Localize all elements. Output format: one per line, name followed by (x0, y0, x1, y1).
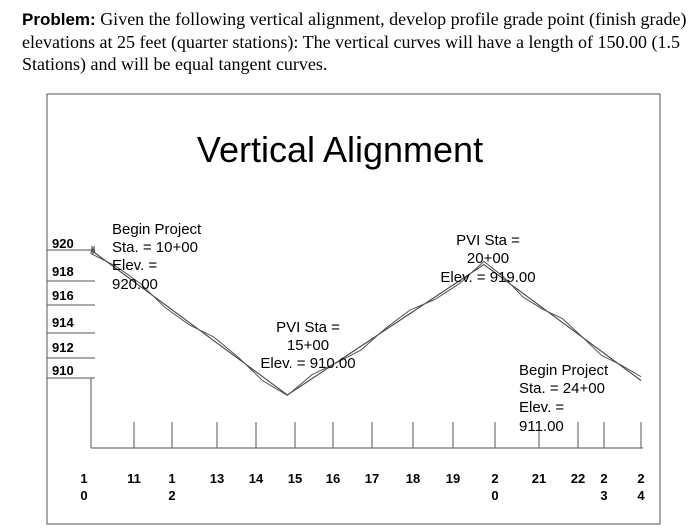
x-tick-label: 1 (80, 471, 87, 486)
pvi-15-label: PVI Sta = (276, 319, 340, 336)
x-tick-label: 2 (491, 471, 498, 486)
end-project-elev-value: 911.00 (519, 418, 564, 435)
x-tick-label: 0 (491, 488, 498, 503)
end-project-station: Sta. = 24+00 (519, 380, 605, 397)
x-tick-label: 2 (600, 471, 607, 486)
y-tick-label: 916 (52, 288, 74, 303)
problem-lead: Problem: (22, 10, 96, 29)
x-tick-label: 4 (637, 488, 645, 503)
problem-text: Given the following vertical alignment, … (22, 9, 687, 74)
x-tick-label: 3 (600, 488, 607, 503)
end-project-elev-label: Elev. = (519, 399, 564, 416)
x-tick-label: 2 (168, 488, 175, 503)
y-tick-label: 920 (52, 236, 74, 251)
figure-title: Vertical Alignment (197, 129, 483, 170)
end-project-label: Begin Project (519, 362, 609, 379)
figure-frame (46, 93, 661, 525)
sketched-profile-line (90, 246, 642, 397)
x-tick-label: 19 (446, 471, 460, 486)
y-tick-label: 914 (52, 315, 74, 330)
x-tick-label: 16 (326, 471, 340, 486)
y-tick-label: 912 (52, 340, 74, 355)
pvi-20-label: PVI Sta = (456, 232, 520, 249)
begin-project-station: Sta. = 10+00 (112, 239, 198, 256)
pvi-20-elev: Elev. = 919.00 (440, 269, 535, 286)
x-tick-label: 17 (365, 471, 379, 486)
begin-project-label: Begin Project (112, 221, 202, 238)
x-tick-label: 1 (168, 471, 175, 486)
problem-statement: Problem: Given the following vertical al… (22, 8, 690, 75)
pvi-20-station: 20+00 (467, 250, 509, 267)
x-tick-label: 15 (288, 471, 302, 486)
x-tick-label: 14 (249, 471, 264, 486)
pvi-15-station: 15+00 (287, 337, 329, 354)
x-tick-label: 2 (637, 471, 644, 486)
x-axis (90, 422, 643, 449)
begin-project-elev-label: Elev. = (112, 257, 157, 274)
x-tick-label: 21 (532, 471, 546, 486)
x-tick-label: 22 (571, 471, 585, 486)
begin-project-elev-value: 920.00 (112, 276, 158, 293)
x-tick-label: 0 (80, 488, 87, 503)
x-tick-label: 13 (210, 471, 224, 486)
y-tick-label: 918 (52, 264, 74, 279)
x-tick-label: 18 (406, 471, 420, 486)
pvi-15-elev: Elev. = 910.00 (260, 355, 355, 372)
x-tick-label: 11 (127, 471, 141, 486)
y-tick-label: 910 (52, 363, 74, 378)
